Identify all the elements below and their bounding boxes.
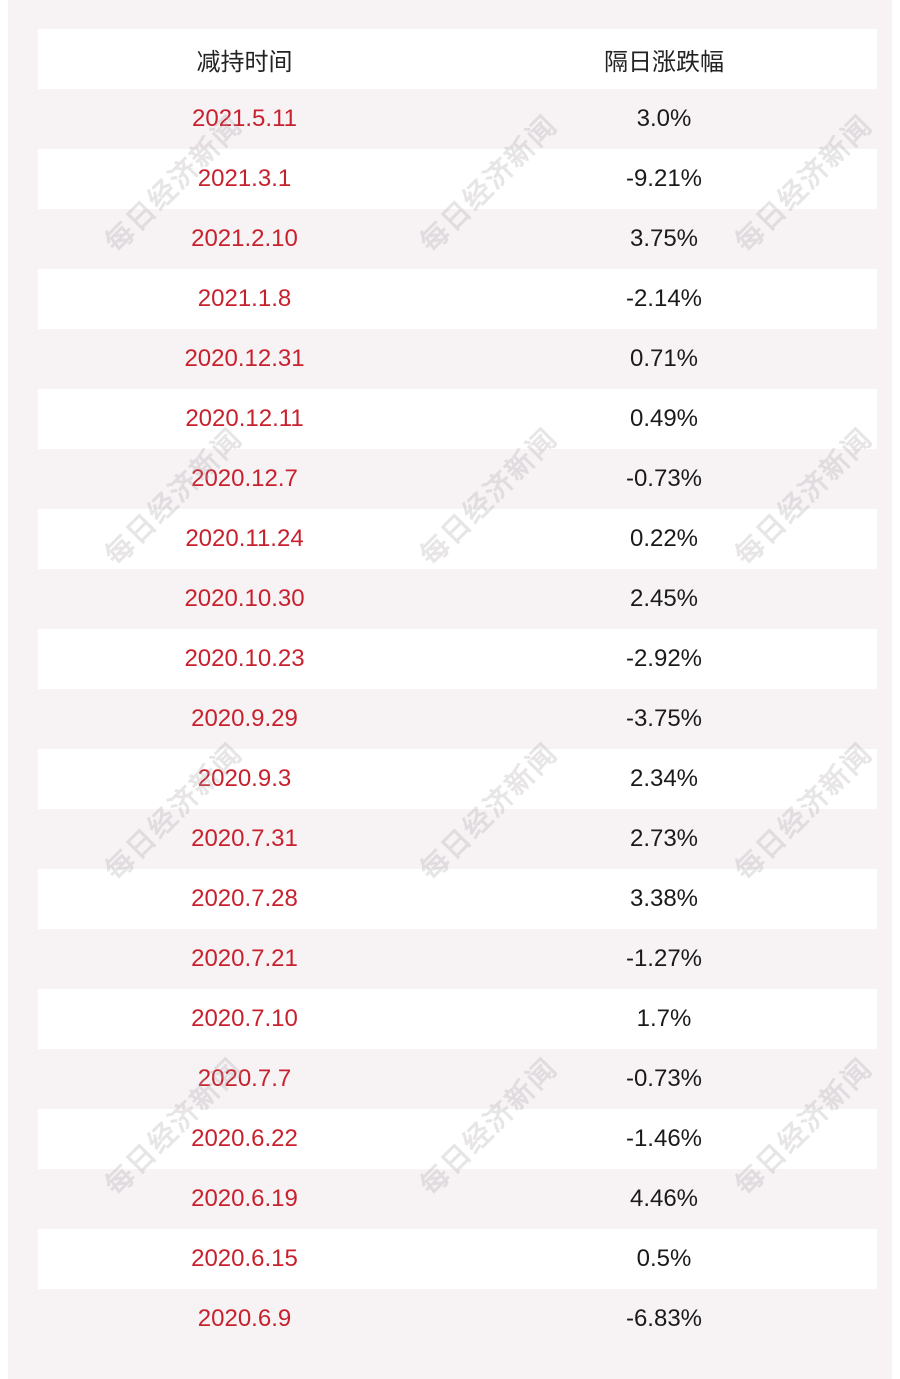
reduction-date-cell: 2020.9.3 [197,765,292,792]
reduction-date-cell: 2021.1.8 [197,285,292,312]
reduction-date-cell: 2020.10.23 [184,645,305,672]
next-day-change-cell: 3.75% [629,225,699,252]
reduction-date-cell: 2020.6.9 [197,1305,292,1332]
next-day-change-cell: -6.83% [625,1305,703,1332]
table-row: 2020.10.23 -2.92% [38,629,877,689]
reduction-date-cell: 2020.7.28 [191,885,298,912]
next-day-change-cell: -2.14% [625,285,703,312]
reduction-date-cell: 2020.7.7 [197,1065,292,1092]
table-row: 2020.7.21 -1.27% [38,929,877,989]
reduction-date-cell: 2020.10.30 [184,585,305,612]
reduction-date-cell: 2021.2.10 [191,225,298,252]
next-day-change-cell: -0.73% [625,465,703,492]
next-day-change-cell: -2.92% [625,645,703,672]
table-row: 2020.12.7 -0.73% [38,449,877,509]
reduction-date-cell: 2020.7.21 [191,945,298,972]
next-day-change-cell: 4.46% [629,1185,699,1212]
reduction-date-cell: 2020.12.11 [185,405,304,432]
next-day-change-cell: -0.73% [625,1065,703,1092]
next-day-change-cell: 0.22% [629,525,699,552]
next-day-change-cell: 3.0% [636,105,692,132]
table-row: 2020.11.24 0.22% [38,509,877,569]
next-day-change-cell: 0.71% [629,345,699,372]
data-table: 减持时间 隔日涨跌幅 2021.5.11 3.0% 2021.3.1 -9.21% 20… [38,29,877,1349]
next-day-change-cell: 1.7% [636,1005,692,1032]
reduction-date-cell: 2020.11.24 [185,525,304,552]
table-row: 2020.7.28 3.38% [38,869,877,929]
reduction-date-cell: 2020.7.10 [191,1005,298,1032]
next-day-change-cell: -3.75% [625,705,703,732]
reduction-date-cell: 2020.6.15 [191,1245,298,1272]
reduction-date-cell: 2021.5.11 [192,105,297,132]
table-body: 2021.5.11 3.0% 2021.3.1 -9.21% 2021.2.10 3.75… [38,89,877,1349]
table-row: 2020.6.22 -1.46% [38,1109,877,1169]
table-row: 2020.9.29 -3.75% [38,689,877,749]
reduction-date-cell: 2020.6.19 [191,1185,298,1212]
reduction-date-cell: 2020.12.31 [184,345,305,372]
table-header-row: 减持时间 隔日涨跌幅 [38,29,877,89]
table-row: 2020.7.7 -0.73% [38,1049,877,1109]
table-row: 2020.9.3 2.34% [38,749,877,809]
next-day-change-cell: -1.27% [625,945,703,972]
table-row: 2021.2.10 3.75% [38,209,877,269]
next-day-change-cell: 2.45% [629,585,699,612]
table-row: 2020.6.19 4.46% [38,1169,877,1229]
reduction-date-cell: 2020.7.31 [191,825,298,852]
next-day-change-cell: 2.73% [629,825,699,852]
table-row: 2020.10.30 2.45% [38,569,877,629]
reduction-date-cell: 2020.12.7 [191,465,298,492]
header-reduction-date: 减持时间 [196,48,293,76]
table-row: 2020.6.15 0.5% [38,1229,877,1289]
table-row: 2020.7.31 2.73% [38,809,877,869]
table-row: 2021.1.8 -2.14% [38,269,877,329]
next-day-change-cell: 2.34% [629,765,699,792]
header-next-day-change: 隔日涨跌幅 [604,48,724,76]
table-row: 2020.7.10 1.7% [38,989,877,1049]
table-row: 2021.5.11 3.0% [38,89,877,149]
next-day-change-cell: -9.21% [625,165,703,192]
table-row: 2020.12.31 0.71% [38,329,877,389]
table-row: 2020.12.11 0.49% [38,389,877,449]
next-day-change-cell: -1.46% [625,1125,703,1152]
reduction-date-cell: 2021.3.1 [197,165,292,192]
next-day-change-cell: 3.38% [629,885,699,912]
next-day-change-cell: 0.49% [629,405,699,432]
reduction-date-cell: 2020.6.22 [191,1125,298,1152]
table-row: 2021.3.1 -9.21% [38,149,877,209]
next-day-change-cell: 0.5% [636,1245,692,1272]
reduction-date-cell: 2020.9.29 [191,705,298,732]
table-row: 2020.6.9 -6.83% [38,1289,877,1349]
